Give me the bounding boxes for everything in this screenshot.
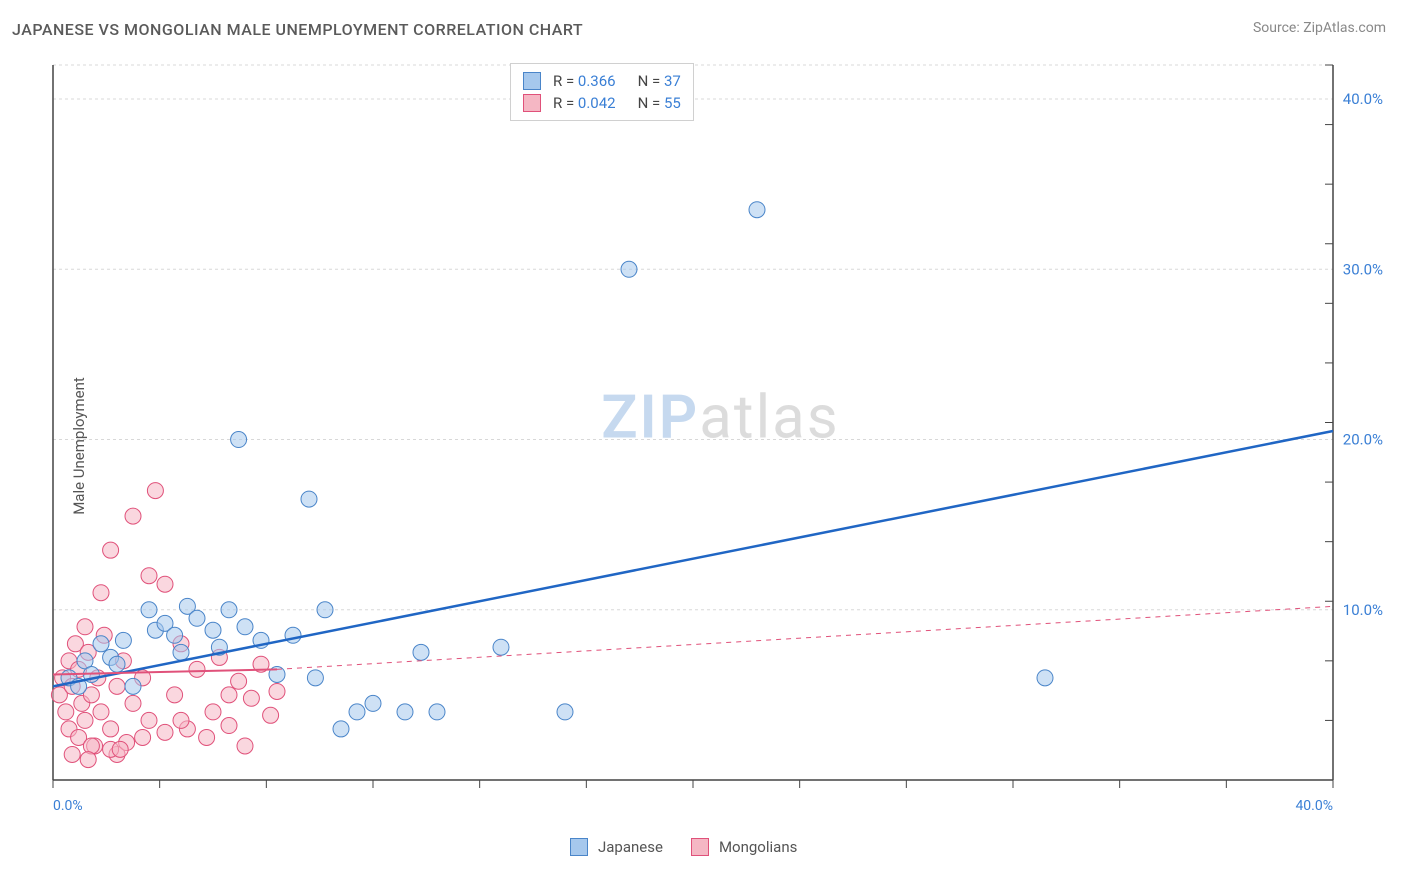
svg-text:40.0%: 40.0% bbox=[1295, 798, 1333, 814]
svg-text:ZIPatlas: ZIPatlas bbox=[601, 382, 840, 453]
legend-swatch bbox=[523, 72, 541, 90]
series-legend: Japanese Mongolians bbox=[570, 838, 815, 856]
correlation-legend: R = 0.366 N = 37 R = 0.042 N = 55 bbox=[510, 63, 694, 121]
scatter-plot-svg: 10.0% 20.0% 30.0% 40.0% 0.0% 40.0% ZIPatlas bbox=[48, 55, 1393, 820]
legend-row: R = 0.042 N = 55 bbox=[523, 92, 681, 114]
legend-n: N = 37 bbox=[638, 72, 681, 90]
legend-swatch bbox=[691, 838, 709, 856]
legend-swatch bbox=[523, 94, 541, 112]
legend-r: R = 0.366 bbox=[553, 72, 616, 90]
legend-row: R = 0.366 N = 37 bbox=[523, 70, 681, 92]
plot-area: 10.0% 20.0% 30.0% 40.0% 0.0% 40.0% ZIPatlas bbox=[48, 55, 1393, 820]
legend-series-label: Mongolians bbox=[719, 838, 797, 856]
svg-text:40.0%: 40.0% bbox=[1343, 90, 1383, 108]
chart-container: JAPANESE VS MONGOLIAN MALE UNEMPLOYMENT … bbox=[0, 0, 1406, 892]
legend-swatch bbox=[570, 838, 588, 856]
svg-text:10.0%: 10.0% bbox=[1343, 601, 1383, 619]
chart-title: JAPANESE VS MONGOLIAN MALE UNEMPLOYMENT … bbox=[12, 20, 583, 39]
legend-series-label: Japanese bbox=[598, 838, 663, 856]
legend-n: N = 55 bbox=[638, 94, 681, 112]
svg-text:30.0%: 30.0% bbox=[1343, 260, 1383, 278]
legend-r: R = 0.042 bbox=[553, 94, 616, 112]
svg-text:0.0%: 0.0% bbox=[53, 798, 83, 814]
source-attribution: Source: ZipAtlas.com bbox=[1253, 20, 1386, 36]
svg-text:20.0%: 20.0% bbox=[1343, 431, 1383, 449]
